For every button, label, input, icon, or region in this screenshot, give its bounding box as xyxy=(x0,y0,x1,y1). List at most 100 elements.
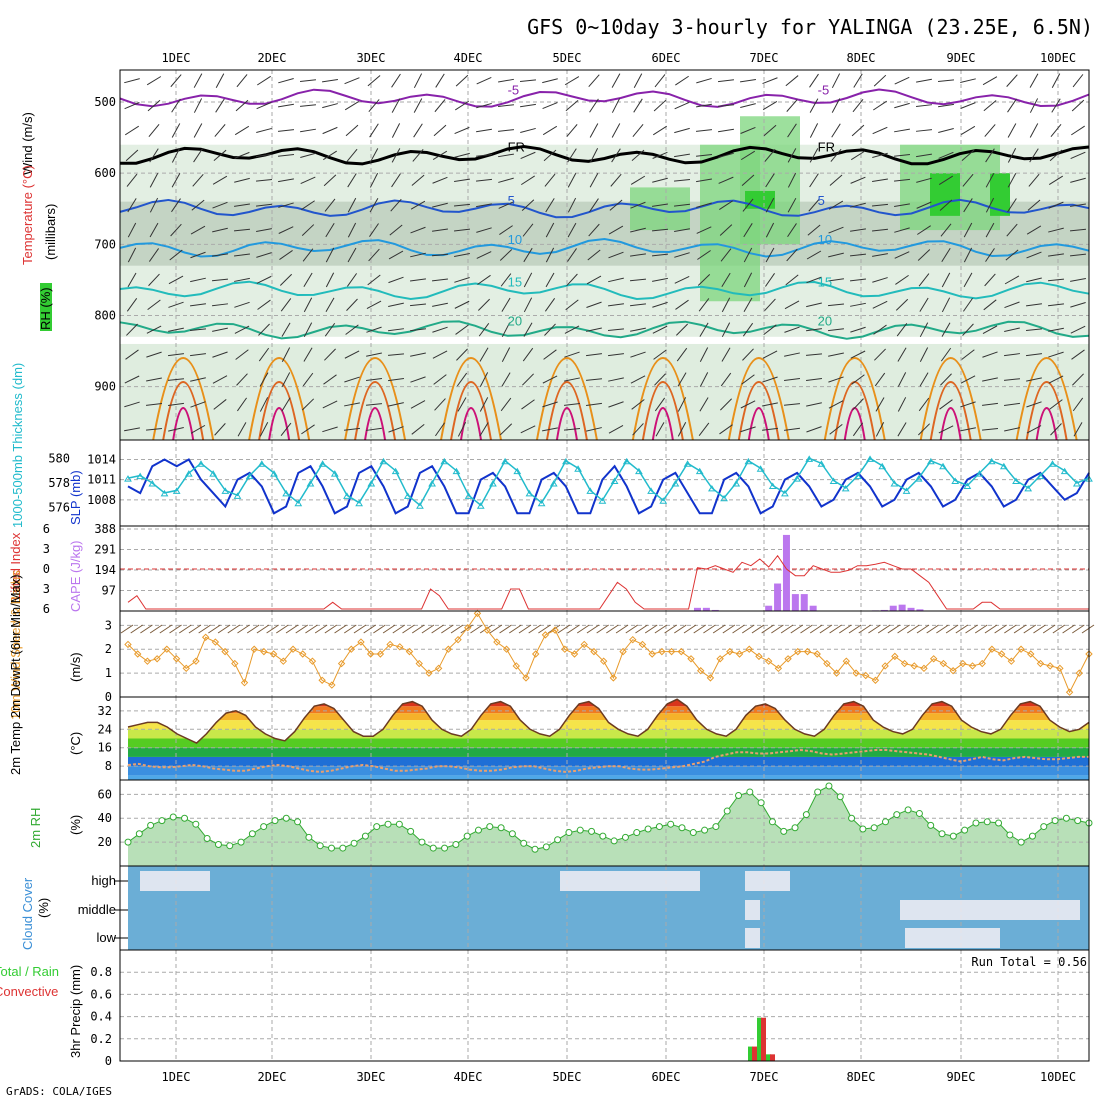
temp-tick-label: 24 xyxy=(98,722,112,736)
wind-speed-point xyxy=(687,655,695,663)
wind-barb-10m xyxy=(644,624,658,634)
wind-barb xyxy=(280,298,292,312)
wind-barb xyxy=(696,202,712,208)
thickness-point xyxy=(209,470,218,477)
wind-barb xyxy=(235,99,249,112)
wind-barb xyxy=(872,178,888,183)
wind-barb xyxy=(982,325,998,334)
wind-barb xyxy=(763,324,777,335)
wind-barb xyxy=(146,325,162,334)
wind-barb xyxy=(850,150,866,161)
wind-barb-10m xyxy=(994,624,1007,634)
wind-barb xyxy=(585,378,603,381)
thickness-point xyxy=(793,475,801,482)
wind-tick-label: 2 xyxy=(105,642,112,656)
thickness-point xyxy=(428,480,436,487)
surface-isotherm-loop xyxy=(535,357,598,441)
wind-barb-10m xyxy=(809,624,823,634)
wind-barb xyxy=(784,326,800,333)
cloud-axis-label: Cloud Cover xyxy=(20,877,35,950)
wind-barb xyxy=(324,198,336,212)
thickness-point xyxy=(586,487,595,494)
wind-barb xyxy=(1026,303,1042,307)
wind-speed-point xyxy=(289,645,297,653)
wind-barb xyxy=(608,277,624,283)
temp-tick-label: 8 xyxy=(105,759,112,773)
wind-barb xyxy=(895,298,909,311)
wind-speed-point xyxy=(1065,688,1074,696)
wind-barb xyxy=(542,375,558,384)
wind-barb xyxy=(851,124,865,137)
isotherm-line xyxy=(119,237,1090,258)
wind-barb xyxy=(149,222,159,238)
wind-barb xyxy=(984,273,996,287)
rh2m-point xyxy=(147,821,155,829)
precip-convective-bar xyxy=(752,1046,757,1061)
wind-barb xyxy=(915,129,933,132)
temp-color-band xyxy=(128,738,1089,748)
cape-bar xyxy=(880,609,888,611)
wind-barb xyxy=(961,349,975,360)
wind-barb xyxy=(852,99,864,113)
wind-speed-point xyxy=(337,659,346,668)
wind-speed-point xyxy=(813,650,821,658)
wind-speed-point xyxy=(823,659,831,668)
temp-tick-label: 16 xyxy=(98,741,112,755)
wind-barb xyxy=(586,353,602,357)
wind-barb xyxy=(1070,203,1086,207)
wind-barb xyxy=(831,123,841,138)
wind-barb xyxy=(698,298,710,312)
wind-barb xyxy=(501,322,511,338)
wind-speed-point xyxy=(279,657,288,665)
wind-barb xyxy=(1048,327,1064,332)
wind-barb-10m xyxy=(557,624,571,634)
wind-speed-point xyxy=(153,655,161,663)
thickness-point xyxy=(914,475,923,482)
wind-barb xyxy=(743,247,753,263)
wind-barb xyxy=(984,124,996,137)
wind-barb-10m xyxy=(761,624,774,634)
wind-barb xyxy=(366,427,382,431)
rh2m-point xyxy=(508,830,516,838)
surface-isotherm-loop xyxy=(555,407,578,441)
wind-barb-10m xyxy=(198,624,211,634)
wind-barb xyxy=(323,174,337,187)
wind-barb xyxy=(875,397,885,412)
rh2m-unit-label: (%) xyxy=(68,815,83,835)
wind-barb xyxy=(564,351,580,358)
wind-barb xyxy=(765,173,775,188)
wind-barb xyxy=(476,251,492,259)
thickness-point xyxy=(1060,467,1069,475)
wind-barb xyxy=(324,322,336,337)
wind-barb xyxy=(608,377,624,382)
wind-barb xyxy=(806,328,822,332)
wind-barb xyxy=(411,174,425,186)
wind-barb xyxy=(410,400,426,409)
cape-bar xyxy=(693,607,701,611)
wind-barb-10m xyxy=(256,624,270,634)
wind-speed-point xyxy=(464,624,472,632)
wind-barb xyxy=(940,347,952,362)
axis-labels: 1DEC 1DEC 2DEC 2DEC 3DEC 3DEC 4DEC 4DEC 5DEC 5DEC… xyxy=(0,51,1087,1084)
wind-barb xyxy=(300,128,316,133)
wind-barb xyxy=(697,273,711,286)
wind-barb xyxy=(211,278,229,282)
wind-speed-point xyxy=(192,657,200,665)
wind-barb xyxy=(985,173,995,188)
wind-barb xyxy=(720,248,732,262)
precip-legend-convective: Convective xyxy=(0,984,58,999)
wind-barb xyxy=(962,323,974,336)
wind-barb xyxy=(499,249,513,261)
wind-barb xyxy=(456,372,468,387)
cape-bar xyxy=(898,604,906,611)
temp-color-band xyxy=(128,775,1089,780)
wind-speed-point xyxy=(978,659,986,668)
wind-barb xyxy=(830,148,842,162)
rh2m-point xyxy=(124,838,132,846)
rh-moist-patch xyxy=(630,187,690,231)
wind-barb xyxy=(761,427,779,431)
wind-speed-point xyxy=(444,645,453,653)
wind-barb xyxy=(985,222,995,238)
rh2m-point xyxy=(305,833,313,841)
wind-barb xyxy=(765,222,775,238)
